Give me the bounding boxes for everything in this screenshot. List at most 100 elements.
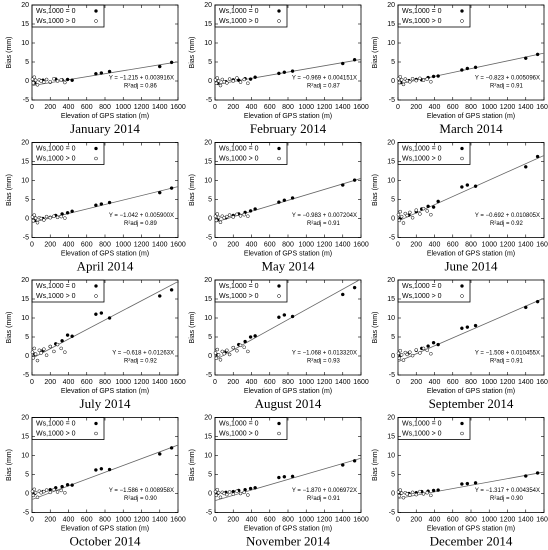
- point: [59, 488, 63, 493]
- x-tick-label: 1400: [152, 516, 168, 523]
- point: [352, 178, 357, 182]
- x-tick-label: 600: [447, 104, 459, 111]
- point: [290, 196, 295, 200]
- point: [418, 76, 422, 81]
- point: [282, 70, 287, 75]
- y-axis-title: Bias (mm): [189, 449, 196, 481]
- fit-equation: Y = −0.983 + 0.007204X: [292, 213, 357, 219]
- point: [94, 312, 98, 316]
- x-tick-label: 1200: [500, 241, 516, 248]
- x-tick-label: 1600: [353, 241, 369, 248]
- point: [290, 474, 295, 479]
- x-tick-label: 800: [99, 516, 111, 523]
- x-tick-label: 1600: [170, 379, 186, 386]
- y-tick-label: 20: [21, 277, 29, 284]
- point: [31, 81, 36, 85]
- y-tick-label: 15: [21, 433, 29, 440]
- point: [246, 493, 250, 497]
- legend-label: Ws,1000 = 0: [36, 8, 76, 15]
- y-tick-label: 0: [208, 78, 212, 85]
- fit-equation: Y = −0.618 + 0.01263X: [112, 351, 174, 357]
- panel-title: March 2014: [439, 121, 503, 136]
- point: [282, 198, 287, 203]
- y-axis-title: Bias (mm): [6, 449, 13, 481]
- point: [107, 69, 112, 74]
- point: [460, 68, 464, 72]
- point: [30, 350, 35, 354]
- point: [277, 71, 281, 76]
- point: [70, 209, 74, 214]
- legend-box: [397, 142, 471, 165]
- x-tick-label: 400: [63, 379, 75, 386]
- x-tick-label: 0: [396, 516, 400, 523]
- y-axis-title: Bias (mm): [372, 449, 379, 481]
- point: [42, 347, 46, 351]
- point: [524, 56, 528, 60]
- point: [352, 459, 357, 463]
- legend-marker: [277, 19, 281, 23]
- plot-frame: [214, 4, 362, 101]
- legend-box: [31, 417, 105, 440]
- point: [414, 348, 418, 352]
- y-tick-label: 5: [25, 471, 29, 478]
- y-tick-label: 5: [391, 334, 395, 341]
- x-tick-label: 1200: [134, 241, 150, 248]
- point: [107, 200, 112, 205]
- point: [215, 212, 220, 216]
- y-tick-label: -5: [23, 234, 29, 241]
- x-tick-label: 1000: [481, 516, 497, 523]
- x-axis-title: Elevation of GPS station (m): [244, 113, 332, 120]
- point: [231, 345, 235, 350]
- y-tick-label: -5: [389, 234, 395, 241]
- point: [52, 349, 56, 354]
- legend-marker: [460, 156, 464, 161]
- y-tick-label: 0: [391, 215, 395, 222]
- point: [429, 351, 433, 356]
- point: [253, 75, 257, 79]
- x-axis-title: Elevation of GPS station (m): [61, 388, 149, 395]
- x-tick-label: 1200: [134, 516, 150, 523]
- x-axis-title: Elevation of GPS station (m): [427, 388, 515, 395]
- point: [33, 216, 38, 220]
- legend-label: Ws,1000 = 0: [402, 420, 442, 427]
- y-tick-label: 10: [204, 177, 212, 184]
- legend-box: [397, 417, 471, 440]
- x-tick-label: 0: [396, 104, 400, 111]
- y-axis-title: Bias (mm): [372, 174, 379, 206]
- y-tick-label: 10: [387, 452, 395, 459]
- legend-marker: [94, 146, 98, 151]
- point: [397, 80, 402, 85]
- legend-box: [31, 279, 105, 303]
- point: [465, 66, 470, 71]
- legend-label: Ws,1000 = 0: [36, 283, 76, 290]
- x-tick-label: 200: [410, 379, 422, 386]
- x-tick-label: 800: [282, 516, 294, 523]
- point: [235, 212, 239, 217]
- point: [169, 60, 174, 65]
- fit-equation: Y = −0.823 + 0.005096X: [475, 76, 540, 82]
- x-tick-label: 200: [227, 379, 239, 386]
- point: [235, 489, 239, 493]
- x-axis-title: Elevation of GPS station (m): [61, 525, 149, 532]
- r2-label: R²adj = 0.86: [124, 84, 158, 90]
- y-tick-label: 10: [387, 177, 395, 184]
- point: [425, 209, 429, 213]
- legend-label: Ws,1000 = 0: [36, 420, 76, 427]
- point: [55, 342, 60, 347]
- y-tick-label: 0: [25, 78, 29, 85]
- point: [290, 69, 295, 73]
- legend-marker: [460, 146, 464, 151]
- fit-line: [215, 457, 361, 501]
- point: [42, 80, 46, 84]
- legend-label: Ws,1000 > 0: [36, 430, 76, 437]
- r2-label: R²adj = 0.92: [124, 359, 158, 365]
- x-tick-label: 1000: [481, 241, 497, 248]
- y-tick-label: 20: [204, 414, 212, 421]
- panel-title: January 2014: [70, 121, 140, 136]
- point: [405, 213, 409, 218]
- y-tick-label: 10: [387, 40, 395, 47]
